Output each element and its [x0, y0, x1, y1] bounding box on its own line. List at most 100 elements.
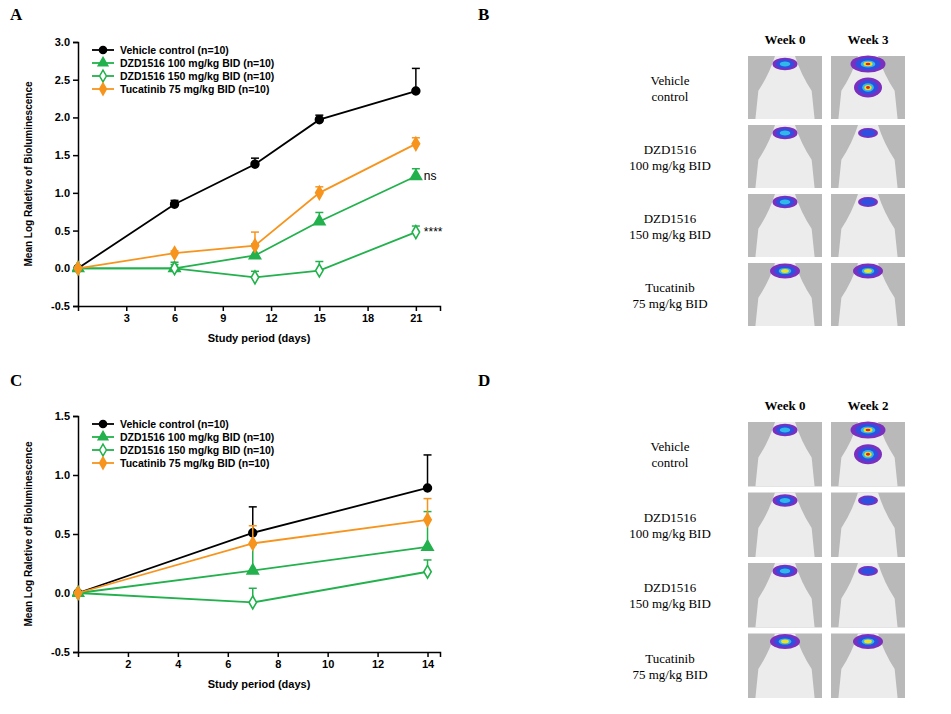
y-tick-label: 2.5 — [55, 74, 70, 86]
x-tick-label: 15 — [314, 312, 326, 324]
x-tick-mark — [319, 306, 321, 311]
mouse-image — [831, 263, 905, 326]
photo-ground — [831, 493, 905, 558]
row-label-line: 100 mg/kg BID — [629, 158, 711, 173]
series — [74, 68, 420, 272]
x-tick: 10 — [322, 652, 334, 670]
y-axis-title: Mean Log Raletive of Bioluminescence — [23, 81, 34, 266]
error-bar-stem — [427, 455, 429, 488]
x-axis: 36912151821 — [79, 306, 441, 324]
row-label: DZD1516150 mg/kg BID — [629, 211, 711, 242]
y-tick-mark — [73, 534, 78, 536]
legend-entry: Tucatinib 75 mg/kg BID (n=10) — [92, 83, 269, 95]
x-tick: 14 — [422, 652, 435, 670]
signal — [773, 494, 798, 506]
row-label-line: 100 mg/kg BID — [629, 526, 711, 541]
signal — [773, 424, 798, 436]
marker — [171, 200, 179, 208]
signal — [862, 638, 875, 644]
mouse-body — [755, 263, 814, 326]
mouse-image — [748, 56, 822, 119]
row-label-line: Tucatinib — [645, 651, 694, 666]
mouse-body — [755, 493, 814, 558]
row-label: DZD1516150 mg/kg BID — [629, 580, 711, 611]
legend-label: DZD1516 150 mg/kg BID (n=10) — [120, 444, 274, 456]
y-tick: 2.5 — [55, 74, 78, 86]
x-tick: 18 — [362, 306, 374, 324]
signal — [857, 266, 879, 277]
series-line — [78, 176, 416, 268]
series-line — [78, 144, 416, 268]
signal — [781, 640, 789, 644]
x-tick: 4 — [175, 652, 182, 670]
signal — [861, 567, 875, 574]
x-tick: 9 — [220, 306, 226, 324]
mouse-body — [755, 634, 814, 699]
signal — [858, 128, 878, 138]
y-tick: 1.0 — [55, 187, 78, 199]
error-bar-cap — [315, 212, 323, 214]
x-tick: 2 — [125, 652, 131, 670]
signal — [780, 568, 791, 573]
series — [72, 512, 433, 597]
signal — [858, 197, 878, 207]
signal — [854, 78, 882, 98]
x-tick-mark — [416, 306, 418, 311]
row-label-line: DZD1516 — [644, 211, 697, 226]
mouse-body — [838, 563, 897, 628]
y-tick-label: 1.0 — [55, 469, 70, 481]
series — [74, 455, 432, 597]
row-label: Tucatinib75 mg/kg BID — [632, 280, 707, 311]
column-head: Week 0 — [765, 398, 806, 413]
signal — [862, 268, 875, 274]
photo-ground — [831, 563, 905, 628]
signal — [779, 268, 792, 274]
signal — [776, 496, 794, 505]
y-tick-mark — [73, 117, 78, 119]
x-tick-label: 4 — [175, 658, 182, 670]
legend-label: Vehicle control (n=10) — [120, 44, 229, 56]
signal — [773, 58, 798, 70]
photo-ground — [831, 56, 905, 119]
x-tick-label: 6 — [172, 312, 178, 324]
y-tick-label: 1.5 — [55, 410, 70, 422]
row-label-line: DZD1516 — [644, 142, 697, 157]
y-tick-label: 0.5 — [55, 225, 70, 237]
y-tick: 3.0 — [55, 36, 78, 48]
row-label: Vehiclecontrol — [651, 73, 690, 104]
signal — [770, 264, 800, 279]
legend-label: Vehicle control (n=10) — [120, 418, 229, 430]
annotation: **** — [424, 225, 443, 239]
image-panel: Week 0Week 2VehiclecontrolDZD1516100 mg/… — [629, 398, 905, 698]
mouse-image — [748, 125, 822, 188]
marker — [171, 247, 178, 260]
photo-ground — [748, 56, 822, 119]
mouse-image — [748, 493, 822, 558]
x-tick-mark — [427, 652, 429, 657]
image-panel: Week 0Week 3VehiclecontrolDZD1516100 mg/… — [629, 32, 905, 326]
legend-entry: Vehicle control (n=10) — [92, 418, 229, 430]
signal — [862, 83, 874, 91]
column-head: Week 3 — [848, 32, 889, 47]
y-tick-mark — [73, 42, 78, 44]
signal — [866, 453, 870, 456]
row-label-line: 150 mg/kg BID — [629, 227, 711, 242]
marker — [171, 262, 178, 275]
signal — [853, 264, 883, 279]
marker — [74, 587, 81, 600]
x-axis-line — [79, 653, 441, 658]
marker — [74, 262, 81, 275]
legend-marker — [98, 57, 108, 65]
legend-label: DZD1516 100 mg/kg BID (n=10) — [120, 57, 274, 69]
y-tick-mark — [73, 306, 78, 308]
photo-ground — [748, 125, 822, 188]
panel-letter: B — [478, 5, 489, 24]
y-tick-mark — [73, 416, 78, 418]
row-label-line: DZD1516 — [644, 510, 697, 525]
mouse-body — [755, 422, 814, 487]
signal — [776, 426, 794, 435]
photo-ground — [831, 263, 905, 326]
legend-marker — [99, 420, 106, 427]
y-tick-label: 0.0 — [55, 587, 70, 599]
legend-marker — [100, 444, 107, 456]
